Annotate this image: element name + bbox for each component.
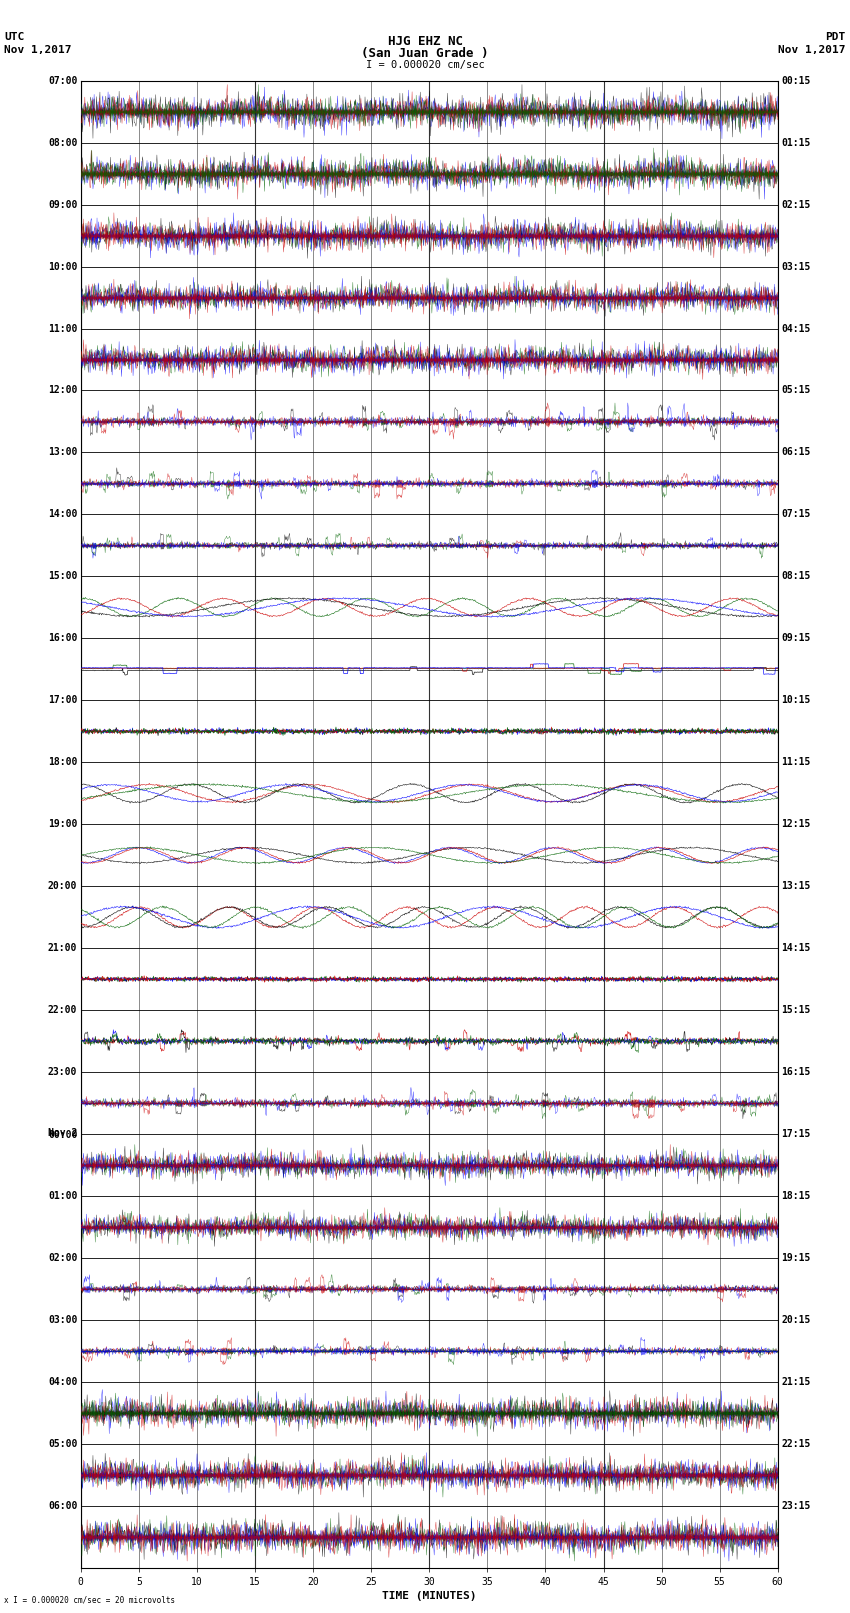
Text: 01:15: 01:15 bbox=[781, 137, 811, 148]
Text: 12:00: 12:00 bbox=[48, 386, 77, 395]
Text: PDT: PDT bbox=[825, 32, 846, 42]
Text: 13:00: 13:00 bbox=[48, 447, 77, 458]
Text: 06:15: 06:15 bbox=[781, 447, 811, 458]
Text: 09:15: 09:15 bbox=[781, 634, 811, 644]
Text: 00:00: 00:00 bbox=[48, 1131, 77, 1140]
Text: 08:00: 08:00 bbox=[48, 137, 77, 148]
Text: 17:00: 17:00 bbox=[48, 695, 77, 705]
Text: 10:00: 10:00 bbox=[48, 261, 77, 271]
Text: 07:15: 07:15 bbox=[781, 510, 811, 519]
Text: x I = 0.000020 cm/sec = 20 microvolts: x I = 0.000020 cm/sec = 20 microvolts bbox=[4, 1595, 175, 1605]
Text: 18:15: 18:15 bbox=[781, 1190, 811, 1202]
Text: 16:00: 16:00 bbox=[48, 634, 77, 644]
X-axis label: TIME (MINUTES): TIME (MINUTES) bbox=[382, 1590, 477, 1602]
Text: Nov 1,2017: Nov 1,2017 bbox=[4, 45, 71, 55]
Text: (San Juan Grade ): (San Juan Grade ) bbox=[361, 47, 489, 60]
Text: 20:00: 20:00 bbox=[48, 881, 77, 892]
Text: HJG EHZ NC: HJG EHZ NC bbox=[388, 35, 462, 48]
Text: 00:15: 00:15 bbox=[781, 76, 811, 85]
Text: 16:15: 16:15 bbox=[781, 1068, 811, 1077]
Text: 02:00: 02:00 bbox=[48, 1253, 77, 1263]
Text: 04:15: 04:15 bbox=[781, 324, 811, 334]
Text: 19:00: 19:00 bbox=[48, 819, 77, 829]
Text: 22:15: 22:15 bbox=[781, 1439, 811, 1448]
Text: 15:00: 15:00 bbox=[48, 571, 77, 581]
Text: 05:15: 05:15 bbox=[781, 386, 811, 395]
Text: I = 0.000020 cm/sec: I = 0.000020 cm/sec bbox=[366, 60, 484, 69]
Text: 13:15: 13:15 bbox=[781, 881, 811, 892]
Text: 22:00: 22:00 bbox=[48, 1005, 77, 1015]
Text: Nov 1,2017: Nov 1,2017 bbox=[779, 45, 846, 55]
Text: 03:15: 03:15 bbox=[781, 261, 811, 271]
Text: 23:15: 23:15 bbox=[781, 1500, 811, 1511]
Text: 21:00: 21:00 bbox=[48, 944, 77, 953]
Text: 17:15: 17:15 bbox=[781, 1129, 811, 1139]
Text: 23:00: 23:00 bbox=[48, 1068, 77, 1077]
Text: 18:00: 18:00 bbox=[48, 756, 77, 768]
Text: Nov 2: Nov 2 bbox=[48, 1129, 77, 1139]
Text: 03:00: 03:00 bbox=[48, 1315, 77, 1324]
Text: 05:00: 05:00 bbox=[48, 1439, 77, 1448]
Text: 12:15: 12:15 bbox=[781, 819, 811, 829]
Text: 06:00: 06:00 bbox=[48, 1500, 77, 1511]
Text: 10:15: 10:15 bbox=[781, 695, 811, 705]
Text: 08:15: 08:15 bbox=[781, 571, 811, 581]
Text: 04:00: 04:00 bbox=[48, 1378, 77, 1387]
Text: 11:00: 11:00 bbox=[48, 324, 77, 334]
Text: 20:15: 20:15 bbox=[781, 1315, 811, 1324]
Text: 14:15: 14:15 bbox=[781, 944, 811, 953]
Text: UTC: UTC bbox=[4, 32, 25, 42]
Text: 14:00: 14:00 bbox=[48, 510, 77, 519]
Text: 15:15: 15:15 bbox=[781, 1005, 811, 1015]
Text: 02:15: 02:15 bbox=[781, 200, 811, 210]
Text: 21:15: 21:15 bbox=[781, 1378, 811, 1387]
Text: 07:00: 07:00 bbox=[48, 76, 77, 85]
Text: 11:15: 11:15 bbox=[781, 756, 811, 768]
Text: 09:00: 09:00 bbox=[48, 200, 77, 210]
Text: 01:00: 01:00 bbox=[48, 1190, 77, 1202]
Text: 19:15: 19:15 bbox=[781, 1253, 811, 1263]
